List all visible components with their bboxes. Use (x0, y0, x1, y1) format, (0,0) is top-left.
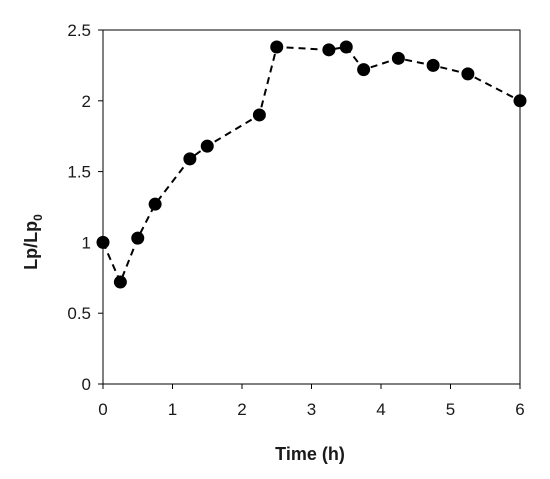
data-point (113, 275, 127, 289)
series-layer (96, 40, 527, 289)
data-point (426, 58, 440, 72)
y-axis-title-subscript: 0 (31, 214, 45, 221)
x-tick-label: 0 (98, 400, 107, 419)
data-point (183, 152, 197, 166)
x-tick-label: 3 (307, 400, 316, 419)
x-tick-label: 4 (376, 400, 385, 419)
y-axis-title-main: Lp/Lp (21, 221, 41, 270)
data-point (391, 51, 405, 65)
y-tick-label: 0 (82, 375, 91, 394)
data-point (148, 197, 162, 211)
y-tick-label: 0.5 (67, 304, 91, 323)
x-tick-label: 1 (168, 400, 177, 419)
data-point (339, 40, 353, 54)
data-point (96, 235, 110, 249)
data-point (200, 139, 214, 153)
y-tick-label: 1 (82, 233, 91, 252)
plot-frame (102, 29, 521, 385)
y-tick-label: 2.5 (67, 21, 91, 40)
x-tick-label: 6 (515, 400, 524, 419)
data-point (322, 43, 336, 57)
y-axis-title: Lp/Lp0 (21, 214, 45, 270)
y-tick-label: 1.5 (67, 163, 91, 182)
x-axis-title: Time (h) (275, 444, 345, 464)
x-axis-ticks: 0 1 2 3 4 5 6 (98, 384, 525, 419)
data-point (252, 108, 266, 122)
data-point (131, 231, 145, 245)
data-point (513, 94, 527, 108)
x-tick-label: 2 (237, 400, 246, 419)
plot-border (102, 29, 521, 385)
data-point (357, 63, 371, 77)
y-axis-ticks: 0 0.5 1 1.5 2 2.5 (67, 21, 103, 394)
data-point (461, 67, 475, 81)
data-point (270, 40, 284, 54)
x-tick-label: 5 (446, 400, 455, 419)
series-line (102, 45, 521, 285)
y-tick-label: 2 (82, 92, 91, 111)
